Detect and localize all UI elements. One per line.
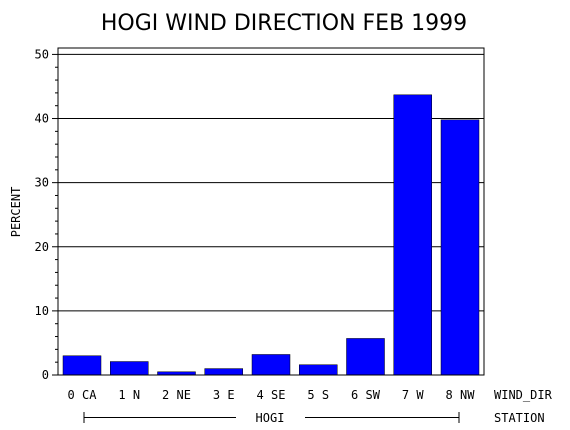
bar [346, 338, 385, 376]
bar [251, 354, 291, 376]
x-category-label: 5 S [307, 388, 329, 402]
y-tick-label: 40 [35, 112, 49, 126]
y-tick-label: 30 [35, 176, 49, 190]
x-category-label: 7 W [402, 388, 424, 402]
x-category-label: 8 NW [446, 388, 476, 402]
bar [110, 361, 149, 376]
y-axis-label: PERCENT [9, 187, 23, 238]
bar [440, 119, 480, 376]
y-tick-label: 0 [42, 368, 49, 382]
y-tick-label: 20 [35, 240, 49, 254]
bars [62, 94, 480, 376]
plot-frame [57, 47, 485, 376]
x-category-label: 3 E [213, 388, 235, 402]
station-group-bracket: HOGI [83, 411, 460, 425]
bar [299, 364, 338, 376]
x-category-label: 1 N [118, 388, 140, 402]
station-group-label: HOGI [256, 411, 285, 425]
bar [62, 355, 102, 376]
bar [393, 94, 432, 376]
y-axis-ticks: 0 10 20 30 40 50 [35, 47, 58, 382]
station-axis-label: STATION [494, 411, 545, 425]
y-tick-label: 50 [35, 47, 49, 61]
bar [204, 368, 243, 376]
y-tick-label: 10 [35, 304, 49, 318]
chart-title: HOGI WIND DIRECTION FEB 1999 [101, 11, 467, 36]
x-category-label: 2 NE [162, 388, 191, 402]
x-axis-label: WIND_DIR [494, 388, 553, 402]
x-category-label: 0 CA [68, 388, 98, 402]
x-axis-category-labels: 0 CA 1 N 2 NE 3 E 4 SE 5 S 6 SW 7 W 8 NW [68, 388, 476, 402]
x-category-label: 4 SE [257, 388, 286, 402]
x-category-label: 6 SW [351, 388, 381, 402]
